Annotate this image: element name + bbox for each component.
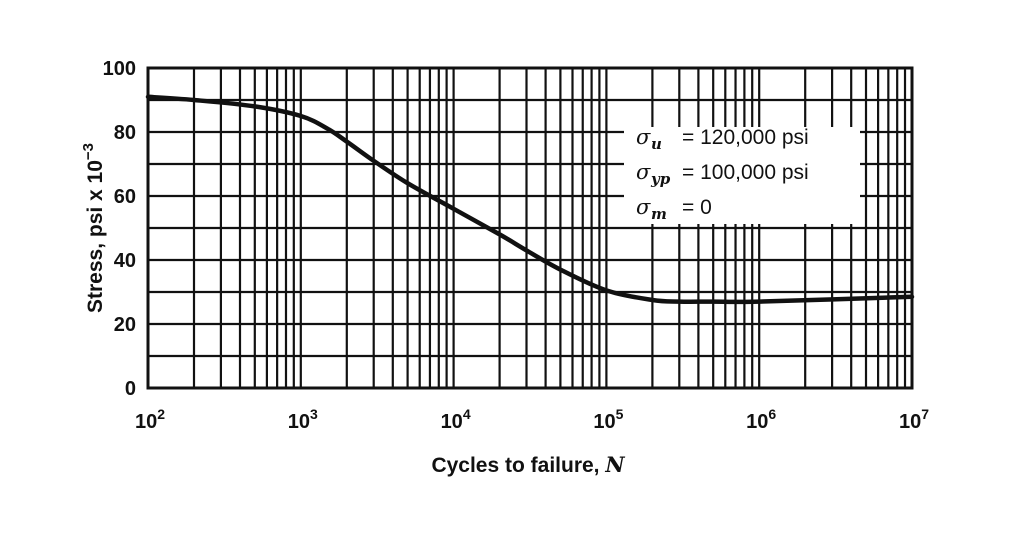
- x-tick-label: 106: [746, 406, 776, 433]
- legend-item: σ u = 120,000 psi: [636, 125, 809, 153]
- x-tick-label: 102: [135, 406, 165, 433]
- legend-item: σ m = 0: [636, 195, 712, 223]
- x-axis-label: Cycles to failure, N: [431, 452, 625, 477]
- x-tick-label: 103: [288, 406, 318, 433]
- legend-subscript: yp: [650, 170, 671, 188]
- legend-background: [624, 127, 860, 224]
- data-series: [145, 94, 915, 305]
- sigma-symbol: σ: [636, 160, 651, 184]
- y-tick-label: 100: [103, 58, 136, 80]
- grid: [148, 68, 912, 388]
- legend-value: = 100,000 psi: [682, 161, 809, 184]
- y-axis-label: Stress, psi x 10−3: [80, 143, 107, 313]
- y-tick-label: 20: [114, 314, 136, 336]
- y-tick-label: 40: [114, 250, 136, 272]
- x-axis-ticks: 102 103 104 105 106 107: [135, 406, 929, 433]
- sigma-symbol: σ: [636, 195, 651, 219]
- x-tick-label: 104: [441, 406, 471, 433]
- legend-value: = 120,000 psi: [682, 126, 809, 149]
- plot-frame: [146, 66, 914, 390]
- legend-subscript: m: [651, 205, 667, 223]
- x-tick-label: 105: [593, 406, 623, 433]
- y-tick-label: 60: [114, 186, 136, 208]
- sigma-symbol: σ: [636, 125, 651, 149]
- sn-curve-line: [145, 94, 915, 305]
- x-tick-label: 107: [899, 406, 929, 433]
- y-tick-label: 0: [125, 378, 136, 400]
- legend-item: σ yp = 100,000 psi: [636, 160, 809, 188]
- legend-subscript: u: [651, 135, 662, 153]
- legend-value: = 0: [682, 196, 712, 219]
- y-axis-ticks: 0 20 40 60 80 100: [103, 58, 136, 400]
- y-tick-label: 80: [114, 122, 136, 144]
